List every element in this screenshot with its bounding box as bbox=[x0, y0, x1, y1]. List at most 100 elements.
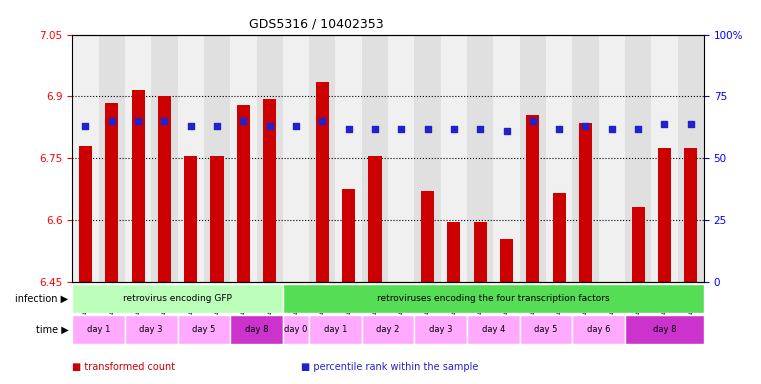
Text: infection ▶: infection ▶ bbox=[15, 293, 68, 304]
Bar bbox=[263, 99, 276, 282]
Point bbox=[606, 126, 618, 132]
Point bbox=[185, 123, 197, 129]
Bar bbox=[552, 194, 565, 282]
Point bbox=[658, 121, 670, 127]
Bar bbox=[125, 315, 177, 344]
Text: ■ transformed count: ■ transformed count bbox=[72, 362, 176, 372]
Bar bbox=[177, 315, 230, 344]
Bar bbox=[625, 315, 704, 344]
Bar bbox=[237, 105, 250, 282]
Bar bbox=[336, 35, 361, 282]
Bar bbox=[684, 148, 697, 282]
Bar bbox=[132, 90, 145, 282]
Point bbox=[211, 123, 223, 129]
Bar bbox=[99, 35, 125, 282]
Text: ■ percentile rank within the sample: ■ percentile rank within the sample bbox=[301, 362, 478, 372]
Bar bbox=[125, 35, 151, 282]
Bar bbox=[283, 35, 309, 282]
Bar bbox=[151, 35, 177, 282]
Bar bbox=[421, 190, 435, 282]
Bar bbox=[625, 35, 651, 282]
Bar bbox=[395, 282, 408, 384]
Point bbox=[237, 118, 250, 124]
Point bbox=[395, 126, 407, 132]
Bar bbox=[316, 82, 329, 282]
Point bbox=[553, 126, 565, 132]
Bar bbox=[677, 35, 704, 282]
Bar bbox=[520, 315, 572, 344]
Point bbox=[447, 126, 460, 132]
Point bbox=[317, 118, 329, 124]
Point bbox=[158, 118, 170, 124]
Point bbox=[369, 126, 381, 132]
Text: day 3: day 3 bbox=[429, 325, 453, 334]
Point bbox=[342, 126, 355, 132]
Bar bbox=[283, 315, 309, 344]
Bar bbox=[309, 35, 336, 282]
Bar bbox=[473, 222, 487, 282]
Text: day 5: day 5 bbox=[193, 325, 215, 334]
Bar bbox=[72, 284, 283, 313]
Point bbox=[422, 126, 434, 132]
Point bbox=[79, 123, 91, 129]
Text: day 8: day 8 bbox=[245, 325, 269, 334]
Bar bbox=[658, 148, 671, 282]
Bar bbox=[572, 35, 599, 282]
Point bbox=[106, 118, 118, 124]
Bar bbox=[467, 315, 520, 344]
Text: day 0: day 0 bbox=[285, 325, 307, 334]
Text: day 2: day 2 bbox=[377, 325, 400, 334]
Bar bbox=[72, 315, 125, 344]
Bar bbox=[204, 35, 231, 282]
Bar bbox=[231, 315, 283, 344]
Bar bbox=[520, 35, 546, 282]
Point bbox=[132, 118, 144, 124]
Bar bbox=[72, 35, 99, 282]
Bar bbox=[527, 115, 540, 282]
Point bbox=[474, 126, 486, 132]
Point bbox=[685, 121, 697, 127]
Text: day 5: day 5 bbox=[534, 325, 558, 334]
Text: retrovirus encoding GFP: retrovirus encoding GFP bbox=[123, 294, 232, 303]
Bar bbox=[256, 35, 283, 282]
Bar bbox=[599, 35, 625, 282]
Bar bbox=[579, 123, 592, 282]
Bar bbox=[177, 35, 204, 282]
Point bbox=[527, 118, 539, 124]
Point bbox=[263, 123, 275, 129]
Bar bbox=[158, 96, 171, 282]
Bar bbox=[283, 284, 704, 313]
Bar bbox=[546, 35, 572, 282]
Bar bbox=[500, 239, 513, 282]
Bar bbox=[342, 189, 355, 282]
Point bbox=[290, 123, 302, 129]
Bar bbox=[231, 35, 256, 282]
Text: time ▶: time ▶ bbox=[36, 324, 68, 334]
Text: day 3: day 3 bbox=[139, 325, 163, 334]
Text: day 8: day 8 bbox=[653, 325, 677, 334]
Text: day 1: day 1 bbox=[87, 325, 110, 334]
Bar bbox=[211, 156, 224, 282]
Bar bbox=[368, 156, 381, 282]
Bar bbox=[105, 103, 119, 282]
Bar bbox=[467, 35, 493, 282]
Text: day 1: day 1 bbox=[323, 325, 347, 334]
Bar bbox=[415, 315, 467, 344]
Bar bbox=[79, 146, 92, 282]
Text: day 4: day 4 bbox=[482, 325, 505, 334]
Bar bbox=[289, 282, 303, 384]
Bar bbox=[441, 35, 467, 282]
Bar bbox=[651, 35, 677, 282]
Point bbox=[501, 128, 513, 134]
Point bbox=[632, 126, 645, 132]
Bar bbox=[572, 315, 625, 344]
Text: retroviruses encoding the four transcription factors: retroviruses encoding the four transcrip… bbox=[377, 294, 610, 303]
Bar bbox=[415, 35, 441, 282]
Bar bbox=[361, 315, 415, 344]
Bar bbox=[309, 315, 361, 344]
Text: GDS5316 / 10402353: GDS5316 / 10402353 bbox=[249, 18, 384, 31]
Text: day 6: day 6 bbox=[587, 325, 610, 334]
Bar bbox=[388, 35, 415, 282]
Point bbox=[579, 123, 591, 129]
Bar bbox=[361, 35, 388, 282]
